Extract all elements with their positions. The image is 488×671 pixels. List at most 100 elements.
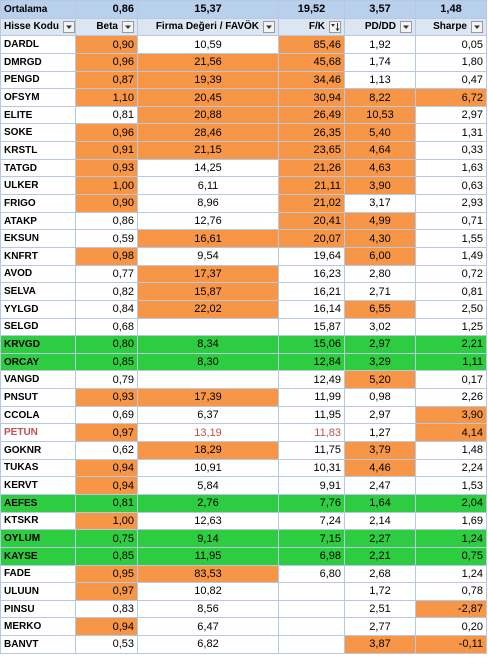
table-row[interactable]: KRSTL 0,91 21,15 23,65 4,64 0,33	[0, 141, 487, 160]
table-row[interactable]: FRIGO 0,90 8,96 21,02 3,17 2,93	[0, 194, 487, 213]
cell-sharpe: 1,31	[415, 123, 487, 143]
cell-sharpe: 2,97	[415, 105, 487, 125]
table-row[interactable]: ORCAY 0,85 8,30 12,84 3,29 1,11	[0, 352, 487, 372]
cell-beta: 0,94	[75, 458, 138, 478]
cell-sharpe: 4,14	[415, 423, 487, 443]
cell-code: SOKE	[0, 123, 76, 143]
cell-firma: 9,54	[137, 246, 279, 266]
cell-fk: 45,68	[278, 52, 345, 72]
cell-firma: 17,37	[137, 264, 279, 284]
table-row[interactable]: PINSU 0,83 8,56 2,51 -2,87	[0, 599, 487, 619]
cell-pddd: 2,97	[344, 335, 416, 354]
cell-firma: 18,29	[137, 441, 279, 460]
cell-firma: 11,95	[137, 546, 279, 566]
table-row[interactable]: KNFRT 0,98 9,54 19,64 6,00 1,49	[0, 246, 487, 266]
table-row[interactable]: SELGD 0,68 15,87 3,02 1,25	[0, 317, 487, 337]
cell-pddd: 4,46	[344, 458, 416, 478]
cell-beta: 0,68	[75, 317, 138, 337]
filter-dropdown-icon[interactable]	[122, 20, 134, 33]
average-sharpe: 1,48	[415, 0, 487, 19]
table-row[interactable]: YYLGD 0,84 22,02 16,14 6,55 2,50	[0, 299, 487, 319]
table-row[interactable]: BANVT 0,53 6,82 3,87 -0,11	[0, 635, 487, 654]
table-row[interactable]: AVOD 0,77 17,37 16,23 2,80 0,72	[0, 264, 487, 284]
cell-pddd: 0,98	[344, 388, 416, 407]
header-beta-label: Beta	[96, 21, 118, 33]
cell-fk: 16,14	[278, 299, 345, 319]
cell-sharpe: 1,63	[415, 158, 487, 178]
cell-sharpe: -2,87	[415, 599, 487, 619]
cell-fk	[278, 617, 345, 637]
cell-firma: 10,91	[137, 458, 279, 478]
table-row[interactable]: ELITE 0,81 20,88 26,49 10,53 2,97	[0, 105, 487, 125]
cell-fk: 26,49	[278, 105, 345, 125]
cell-code: KTSKR	[0, 511, 76, 531]
table-row[interactable]: ULKER 1,00 6,11 21,11 3,90 0,63	[0, 176, 487, 196]
sort-descending-icon[interactable]	[329, 20, 341, 33]
cell-firma: 6,47	[137, 617, 279, 637]
table-row[interactable]: KRVGD 0,80 8,34 15,06 2,97 2,21	[0, 335, 487, 354]
table-row[interactable]: PNSUT 0,93 17,39 11,99 0,98 2,26	[0, 388, 487, 407]
cell-sharpe: 2,04	[415, 493, 487, 513]
table-row[interactable]: ULUUN 0,97 10,82 1,72 0,78	[0, 582, 487, 601]
cell-sharpe: 1,53	[415, 476, 487, 495]
cell-fk	[278, 599, 345, 619]
table-row[interactable]: KERVT 0,94 5,84 9,91 2,47 1,53	[0, 476, 487, 495]
cell-code: FRIGO	[0, 194, 76, 213]
cell-code: GOKNR	[0, 441, 76, 460]
cell-code: PNSUT	[0, 388, 76, 407]
cell-sharpe: 0,33	[415, 141, 487, 160]
cell-sharpe: 0,63	[415, 176, 487, 196]
cell-firma: 21,56	[137, 52, 279, 72]
filter-dropdown-icon[interactable]	[471, 20, 483, 33]
cell-pddd: 6,55	[344, 299, 416, 319]
filter-dropdown-icon[interactable]	[400, 20, 412, 33]
cell-code: PINSU	[0, 599, 76, 619]
filter-dropdown-icon[interactable]	[63, 20, 75, 33]
table-row[interactable]: AEFES 0,81 2,76 7,76 1,64 2,04	[0, 493, 487, 513]
table-row[interactable]: PETUN 0,97 13,19 11,83 1,27 4,14	[0, 423, 487, 443]
table-row[interactable]: MERKO 0,94 6,47 2,77 0,20	[0, 617, 487, 637]
cell-beta: 0,80	[75, 335, 138, 354]
cell-fk: 11,75	[278, 441, 345, 460]
cell-code: KRSTL	[0, 141, 76, 160]
cell-sharpe: 0,05	[415, 35, 487, 54]
table-row[interactable]: EKSUN 0,59 16,61 20,07 4,30 1,55	[0, 229, 487, 248]
cell-code: KERVT	[0, 476, 76, 495]
table-row[interactable]: DARDL 0,90 10,59 85,46 1,92 0,05	[0, 35, 487, 54]
cell-pddd: 2,71	[344, 282, 416, 301]
table-row[interactable]: FADE 0,95 83,53 6,80 2,68 1,24	[0, 564, 487, 584]
table-row[interactable]: TATGD 0,93 14,25 21,26 4,63 1,63	[0, 158, 487, 178]
cell-firma: 20,45	[137, 88, 279, 107]
cell-firma: 28,46	[137, 123, 279, 143]
filter-dropdown-icon[interactable]	[263, 20, 275, 33]
table-row[interactable]: GOKNR 0,62 18,29 11,75 3,79 1,48	[0, 441, 487, 460]
cell-pddd: 1,64	[344, 493, 416, 513]
table-row[interactable]: CCOLA 0,69 6,37 11,95 2,97 3,90	[0, 405, 487, 425]
cell-sharpe: 2,24	[415, 458, 487, 478]
cell-fk: 26,35	[278, 123, 345, 143]
cell-fk: 20,41	[278, 211, 345, 231]
table-row[interactable]: KAYSE 0,85 11,95 6,98 2,21 0,75	[0, 546, 487, 566]
table-row[interactable]: KTSKR 1,00 12,63 7,24 2,14 1,69	[0, 511, 487, 531]
table-row[interactable]: SOKE 0,96 28,46 26,35 5,40 1,31	[0, 123, 487, 143]
table-row[interactable]: DMRGD 0,96 21,56 45,68 1,74 1,80	[0, 52, 487, 72]
table-row[interactable]: ATAKP 0,86 12,76 20,41 4,99 0,71	[0, 211, 487, 231]
cell-beta: 0,97	[75, 582, 138, 601]
cell-firma: 20,88	[137, 105, 279, 125]
cell-code: BANVT	[0, 635, 76, 654]
cell-sharpe: 2,26	[415, 388, 487, 407]
cell-code: SELGD	[0, 317, 76, 337]
cell-fk: 9,91	[278, 476, 345, 495]
table-row[interactable]: OYLUM 0,75 9,14 7,15 2,27 1,24	[0, 529, 487, 548]
cell-beta: 0,87	[75, 70, 138, 90]
table-row[interactable]: PENGD 0,87 19,39 34,46 1,13 0,47	[0, 70, 487, 90]
table-row[interactable]: OFSYM 1,10 20,45 30,94 8,22 6,72	[0, 88, 487, 107]
cell-sharpe: 0,20	[415, 617, 487, 637]
cell-sharpe: 0,71	[415, 211, 487, 231]
cell-firma: 16,61	[137, 229, 279, 248]
cell-sharpe: 0,81	[415, 282, 487, 301]
table-row[interactable]: VANGD 0,79 12,49 5,20 0,17	[0, 370, 487, 390]
table-row[interactable]: SELVA 0,82 15,87 16,21 2,71 0,81	[0, 282, 487, 301]
table-row[interactable]: TUKAS 0,94 10,91 10,31 4,46 2,24	[0, 458, 487, 478]
cell-code: ULKER	[0, 176, 76, 196]
